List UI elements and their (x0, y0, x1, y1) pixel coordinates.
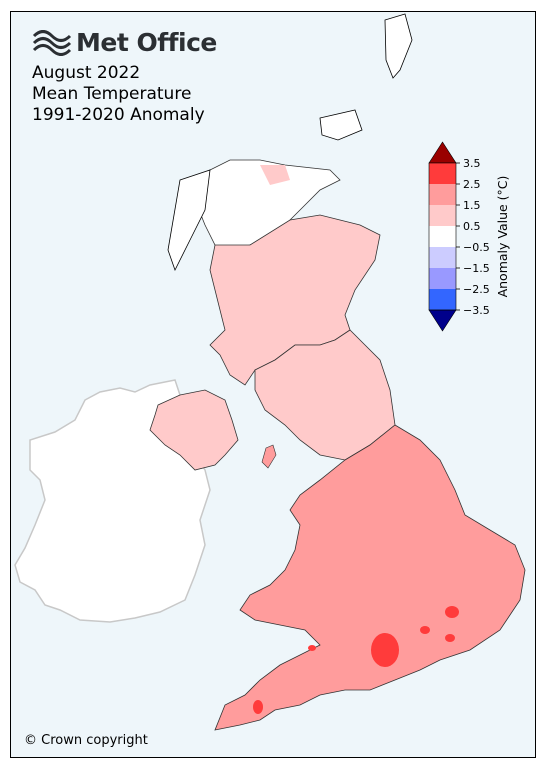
northern-ireland (149, 389, 239, 471)
colorbar-bin (429, 247, 456, 268)
scotland-caithness (260, 165, 290, 185)
hotspot-wales (308, 645, 316, 651)
shetland-islands (384, 13, 413, 79)
colorbar-tick-label: −3.5 (463, 304, 490, 317)
title-line-3: 1991-2020 Anomaly (32, 105, 205, 125)
hotspot-east-anglia (445, 606, 459, 618)
colorbar-tick-label: 0.5 (463, 220, 481, 233)
england-wales (214, 424, 526, 731)
hotspot-london (371, 633, 399, 667)
outer-hebrides (167, 169, 211, 272)
scotland-north-neutral (194, 159, 341, 251)
colorbar-bin (429, 226, 456, 247)
colorbar-outline (428, 162, 457, 311)
title-line-1: August 2022 (32, 63, 141, 83)
isle-of-man (261, 444, 277, 469)
hotspot-thames (420, 626, 430, 634)
colorbar-bin (429, 289, 456, 310)
colorbar-over-arrow (428, 141, 457, 164)
colorbar: 3.5 2.5 1.5 0.5 −0.5 −1.5 −2.5 −3.5 Anomaly Valu… (428, 141, 510, 332)
brand-name: Met Office (76, 28, 217, 57)
colorbar-bin (429, 268, 456, 289)
colorbar-tick-label: −2.5 (463, 283, 490, 296)
map-title: August 2022 Mean Temperature 1991-2020 A… (32, 63, 205, 126)
colorbar-under-arrow (428, 309, 457, 332)
colorbar-tick-label: −1.5 (463, 262, 490, 275)
wave-icon (32, 29, 72, 56)
colorbar-bin (429, 184, 456, 205)
orkney-islands (319, 109, 363, 141)
met-office-logo: Met Office (32, 28, 217, 57)
copyright-notice: © Crown copyright (24, 733, 148, 748)
colorbar-bin (429, 205, 456, 226)
colorbar-tick-label: 1.5 (463, 199, 481, 212)
hotspot-cornwall (253, 700, 263, 714)
hotspot-essex (445, 634, 455, 642)
title-line-2: Mean Temperature (32, 84, 192, 104)
northern-england (254, 329, 396, 461)
colorbar-tick-label: −0.5 (463, 241, 490, 254)
colorbar-tick-label: 3.5 (463, 157, 481, 170)
colorbar-tick-label: 2.5 (463, 178, 481, 191)
colorbar-bin (429, 163, 456, 184)
colorbar-label: Anomaly Value (°C) (495, 176, 510, 298)
